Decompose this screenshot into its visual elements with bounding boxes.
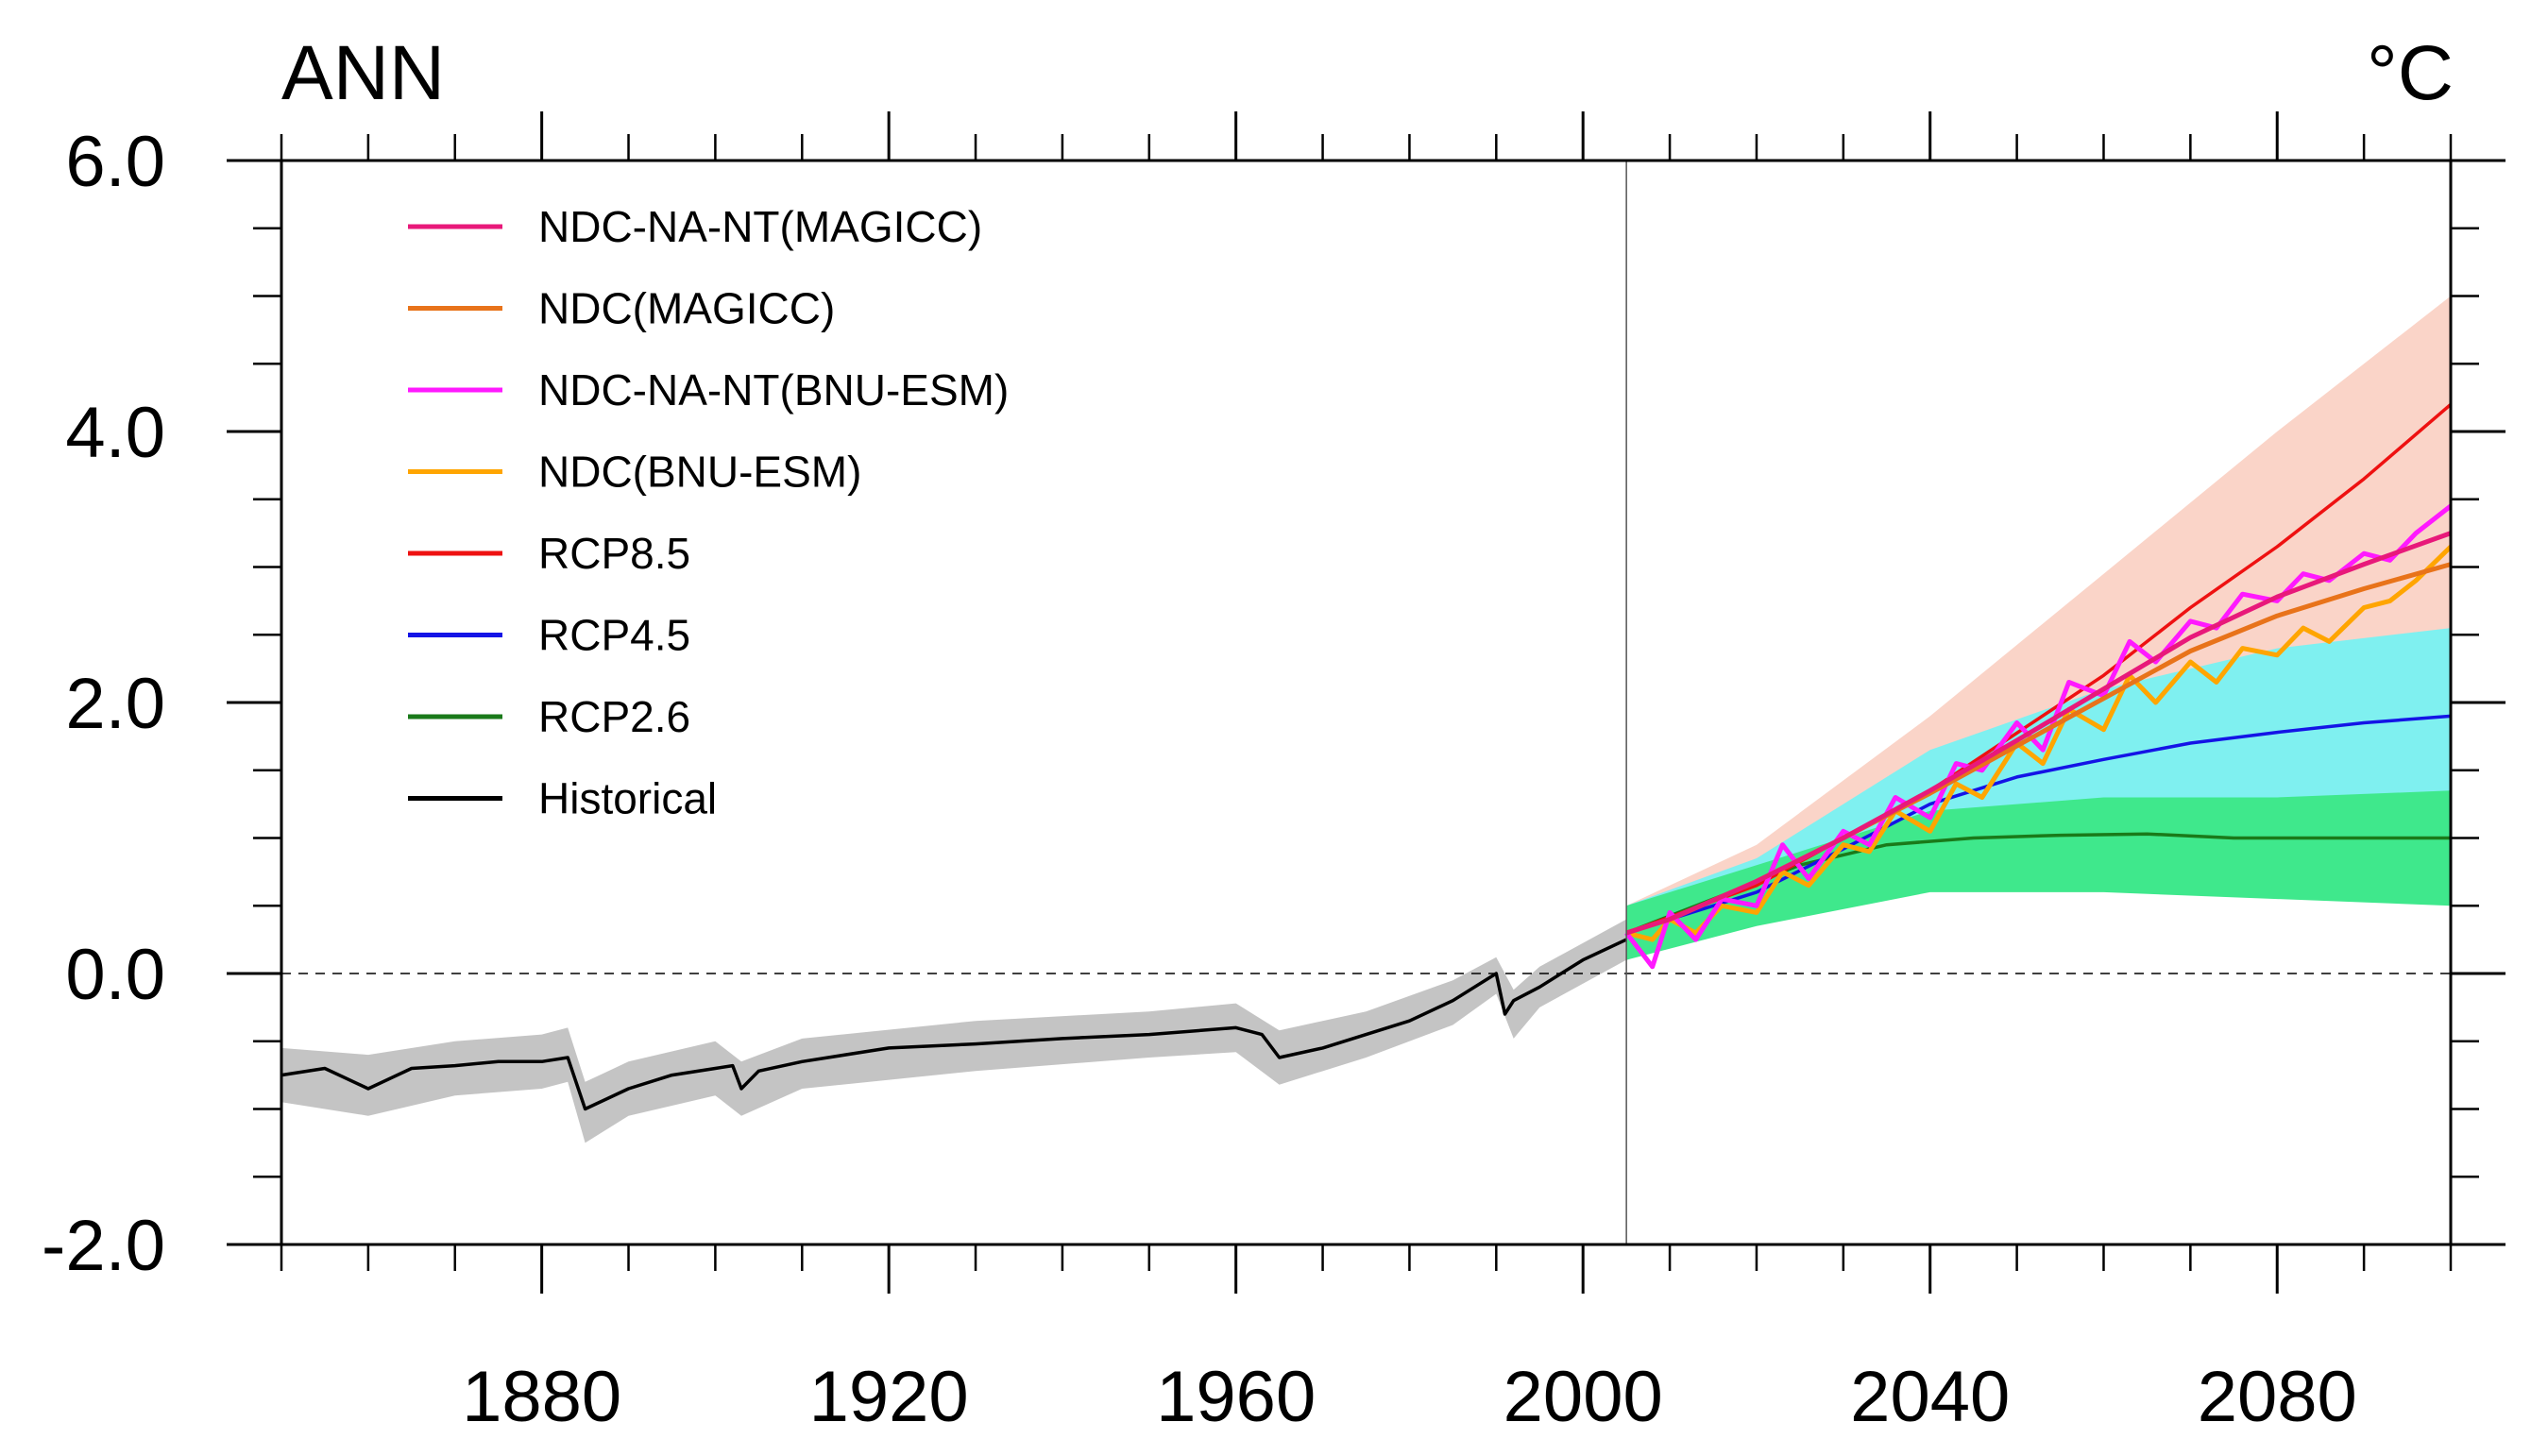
y-tick-label: 4.0 bbox=[65, 393, 165, 473]
series-line-3 bbox=[1625, 545, 2453, 942]
unit-label: °C bbox=[2367, 30, 2454, 116]
legend-label: NDC(MAGICC) bbox=[538, 284, 835, 333]
y-tick-label: 0.0 bbox=[65, 935, 165, 1015]
axis-labels: 1880 1920 1960 2000 2040 2080 -2.0 0.0 2.0 4.0 6.0 bbox=[42, 122, 2357, 1437]
legend-label: RCP4.5 bbox=[538, 611, 690, 660]
x-tick-label: 2000 bbox=[1503, 1357, 1663, 1437]
x-tick-label: 2040 bbox=[1850, 1357, 2010, 1437]
legend-label: RCP8.5 bbox=[538, 529, 690, 578]
chart-title-left: ANN bbox=[281, 30, 445, 116]
axis-ticks bbox=[227, 111, 2506, 1294]
series-line-7 bbox=[280, 938, 1627, 1111]
series-line-4 bbox=[1625, 402, 2453, 935]
legend-label: NDC(BNU-ESM) bbox=[538, 448, 861, 497]
y-tick-label: 2.0 bbox=[65, 664, 165, 744]
series-lines bbox=[280, 402, 2453, 1111]
legend-label: NDC-NA-NT(MAGICC) bbox=[538, 202, 982, 251]
band-0 bbox=[281, 919, 1627, 1143]
x-tick-label: 1880 bbox=[462, 1357, 621, 1437]
series-line-0 bbox=[1625, 531, 2452, 936]
x-tick-label: 1960 bbox=[1156, 1357, 1316, 1437]
y-tick-label: -2.0 bbox=[42, 1206, 165, 1286]
x-tick-label: 2080 bbox=[2198, 1357, 2357, 1437]
legend-label: NDC-NA-NT(BNU-ESM) bbox=[538, 365, 1009, 415]
band-3 bbox=[1626, 790, 2451, 960]
uncertainty-bands bbox=[281, 296, 2451, 1143]
x-tick-label: 1920 bbox=[809, 1357, 969, 1437]
legend-label: RCP2.6 bbox=[538, 692, 690, 741]
legend: NDC-NA-NT(MAGICC) NDC(MAGICC) NDC-NA-NT(BN… bbox=[408, 202, 1009, 823]
y-tick-label: 6.0 bbox=[65, 122, 165, 202]
band-1 bbox=[1626, 296, 2451, 960]
legend-label: Historical bbox=[538, 774, 717, 823]
